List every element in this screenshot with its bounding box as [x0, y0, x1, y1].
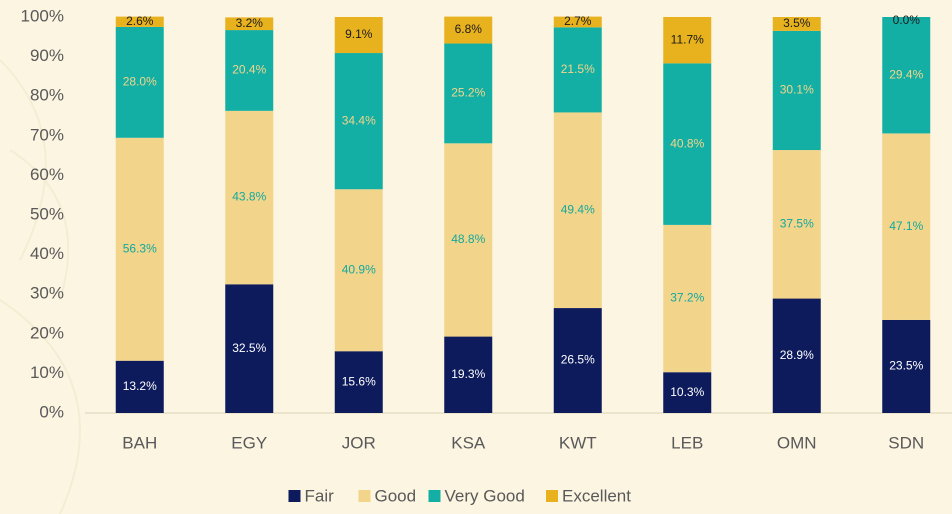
- bar-segment: [225, 284, 274, 413]
- data-label: 30.1%: [780, 83, 814, 97]
- data-label: 37.2%: [670, 291, 704, 305]
- x-tick-label: JOR: [342, 433, 376, 452]
- data-label: 0.0%: [893, 13, 921, 27]
- bar-segment: [772, 150, 821, 299]
- bar-segment: [334, 351, 383, 413]
- x-tick-label: OMN: [777, 433, 817, 452]
- y-tick-label: 90%: [30, 46, 64, 65]
- bar-segment: [225, 17, 274, 31]
- data-label: 13.2%: [123, 379, 157, 393]
- data-label: 15.6%: [342, 374, 376, 388]
- bar-segment: [334, 53, 383, 190]
- data-label: 40.8%: [670, 136, 704, 150]
- data-label: 25.2%: [451, 86, 485, 100]
- legend-label: Excellent: [562, 486, 631, 505]
- y-tick-label: 50%: [30, 204, 64, 223]
- data-label: 28.9%: [780, 348, 814, 362]
- bar-segment: [553, 27, 602, 113]
- data-label: 37.5%: [780, 216, 814, 230]
- data-label: 26.5%: [561, 353, 595, 367]
- bar-segment: [663, 17, 712, 64]
- y-tick-label: 40%: [30, 244, 64, 263]
- bar-segment: [225, 110, 274, 285]
- data-label: 48.8%: [451, 232, 485, 246]
- x-tick-label: SDN: [888, 433, 924, 452]
- data-label: 2.6%: [126, 14, 154, 28]
- y-tick-label: 20%: [30, 323, 64, 342]
- bar-segment: [334, 189, 383, 352]
- bar-segment: [663, 63, 712, 225]
- bar-segment: [663, 372, 712, 413]
- data-label: 43.8%: [232, 190, 266, 204]
- data-label: 11.7%: [671, 32, 704, 46]
- y-tick-label: 100%: [21, 6, 64, 25]
- bar-segment: [772, 17, 821, 31]
- bar-segment: [444, 143, 493, 337]
- data-label: 10.3%: [670, 385, 704, 399]
- bar-segment: [115, 26, 164, 138]
- data-label: 23.5%: [889, 359, 923, 373]
- bar-segment: [553, 16, 602, 28]
- data-label: 40.9%: [342, 262, 376, 276]
- data-label: 32.5%: [232, 341, 266, 355]
- bar-segment: [444, 43, 493, 144]
- data-label: 20.4%: [232, 63, 266, 77]
- bar-segment: [225, 30, 274, 111]
- data-label: 2.7%: [564, 14, 592, 28]
- data-label: 3.5%: [783, 16, 811, 30]
- bar-segment: [553, 308, 602, 413]
- bar-segment: [882, 133, 931, 320]
- data-label: 9.1%: [345, 27, 373, 41]
- bar-segment: [444, 336, 493, 413]
- legend-label: Fair: [305, 486, 335, 505]
- x-tick-label: EGY: [231, 433, 267, 452]
- y-tick-label: 80%: [30, 86, 64, 105]
- bar-segment: [115, 137, 164, 361]
- legend-swatch: [546, 490, 558, 502]
- bar-segment: [882, 319, 931, 413]
- legend-swatch: [428, 490, 441, 502]
- data-label: 21.5%: [561, 62, 595, 76]
- bar-segment: [772, 298, 821, 413]
- data-label: 28.0%: [123, 75, 157, 89]
- data-label: 34.4%: [342, 113, 376, 127]
- bar-segment: [882, 17, 931, 134]
- bar-segment: [553, 112, 602, 309]
- legend-label: Good: [375, 486, 417, 505]
- bar-segment: [444, 16, 493, 44]
- x-tick-label: KSA: [451, 433, 486, 452]
- data-label: 6.8%: [455, 22, 483, 36]
- y-tick-label: 30%: [30, 284, 64, 303]
- background-pattern: [0, 59, 81, 514]
- y-tick-label: 70%: [30, 125, 64, 144]
- bar-segment: [334, 17, 383, 54]
- legend-swatch: [358, 490, 371, 502]
- y-tick-label: 0%: [39, 402, 64, 421]
- legend-swatch: [288, 490, 301, 502]
- data-label: 49.4%: [561, 202, 595, 216]
- legend-label: Very Good: [445, 486, 525, 505]
- bar-segment: [115, 16, 164, 27]
- bar-segment: [663, 224, 712, 373]
- data-label: 19.3%: [451, 367, 485, 381]
- x-tick-label: KWT: [559, 433, 597, 452]
- x-tick-label: LEB: [671, 433, 703, 452]
- y-tick-label: 10%: [30, 363, 64, 382]
- data-label: 3.2%: [236, 16, 264, 30]
- data-label: 29.4%: [889, 67, 923, 81]
- bar-segment: [115, 360, 164, 413]
- x-tick-label: BAH: [122, 433, 157, 452]
- bar-segment: [772, 30, 821, 151]
- data-label: 56.3%: [123, 241, 157, 255]
- data-label: 47.1%: [889, 219, 923, 233]
- y-tick-label: 60%: [30, 165, 64, 184]
